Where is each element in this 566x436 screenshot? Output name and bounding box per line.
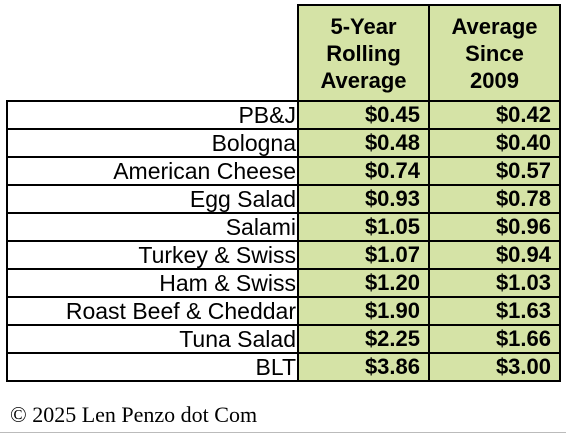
sandwich-name-cell[interactable]: American Cheese (6, 156, 299, 186)
five-year-cell[interactable]: $0.48 (297, 128, 430, 158)
sandwich-name-cell[interactable]: BLT (6, 352, 299, 382)
sandwich-cost-table: 5-Year Rolling Average Average Since 200… (6, 4, 561, 382)
table-row: Roast Beef & Cheddar $1.90 $1.63 (6, 296, 561, 326)
header-row: 5-Year Rolling Average Average Since 200… (7, 4, 561, 102)
five-year-cell[interactable]: $3.86 (297, 352, 430, 382)
header-five-year[interactable]: 5-Year Rolling Average (297, 4, 430, 102)
table-row: Salami $1.05 $0.96 (6, 212, 561, 242)
table-row: Egg Salad $0.93 $0.78 (6, 184, 561, 214)
sandwich-name-cell[interactable]: Ham & Swiss (6, 268, 299, 298)
table-row: PB&J $0.45 $0.42 (6, 100, 561, 130)
table-row: Bologna $0.48 $0.40 (6, 128, 561, 158)
five-year-cell[interactable]: $1.90 (297, 296, 430, 326)
five-year-cell[interactable]: $0.45 (297, 100, 430, 130)
header-since-2009[interactable]: Average Since 2009 (428, 4, 561, 102)
since-2009-cell[interactable]: $0.40 (428, 128, 561, 158)
since-2009-cell[interactable]: $0.78 (428, 184, 561, 214)
sandwich-name-cell[interactable]: Salami (6, 212, 299, 242)
copyright-notice: © 2025 Len Penzo dot Com (10, 402, 258, 427)
table-row: Tuna Salad $2.25 $1.66 (6, 324, 561, 354)
five-year-cell[interactable]: $2.25 (297, 324, 430, 354)
footer-divider (0, 432, 566, 433)
five-year-cell[interactable]: $1.07 (297, 240, 430, 270)
table-row: Turkey & Swiss $1.07 $0.94 (6, 240, 561, 270)
table-row: American Cheese $0.74 $0.57 (6, 156, 561, 186)
five-year-cell[interactable]: $0.74 (297, 156, 430, 186)
since-2009-cell[interactable]: $0.42 (428, 100, 561, 130)
since-2009-cell[interactable]: $3.00 (428, 352, 561, 382)
since-2009-cell[interactable]: $1.63 (428, 296, 561, 326)
sandwich-name-cell[interactable]: Roast Beef & Cheddar (6, 296, 299, 326)
five-year-cell[interactable]: $1.05 (297, 212, 430, 242)
since-2009-cell[interactable]: $0.94 (428, 240, 561, 270)
five-year-cell[interactable]: $0.93 (297, 184, 430, 214)
sandwich-name-cell[interactable]: PB&J (6, 100, 299, 130)
sandwich-name-cell[interactable]: Turkey & Swiss (6, 240, 299, 270)
corner-cell[interactable] (7, 5, 299, 102)
five-year-cell[interactable]: $1.20 (297, 268, 430, 298)
since-2009-cell[interactable]: $0.96 (428, 212, 561, 242)
since-2009-cell[interactable]: $1.66 (428, 324, 561, 354)
sandwich-name-cell[interactable]: Tuna Salad (6, 324, 299, 354)
table-row: Ham & Swiss $1.20 $1.03 (6, 268, 561, 298)
table-row: BLT $3.86 $3.00 (6, 352, 561, 382)
sandwich-name-cell[interactable]: Bologna (6, 128, 299, 158)
since-2009-cell[interactable]: $1.03 (428, 268, 561, 298)
sandwich-name-cell[interactable]: Egg Salad (6, 184, 299, 214)
since-2009-cell[interactable]: $0.57 (428, 156, 561, 186)
